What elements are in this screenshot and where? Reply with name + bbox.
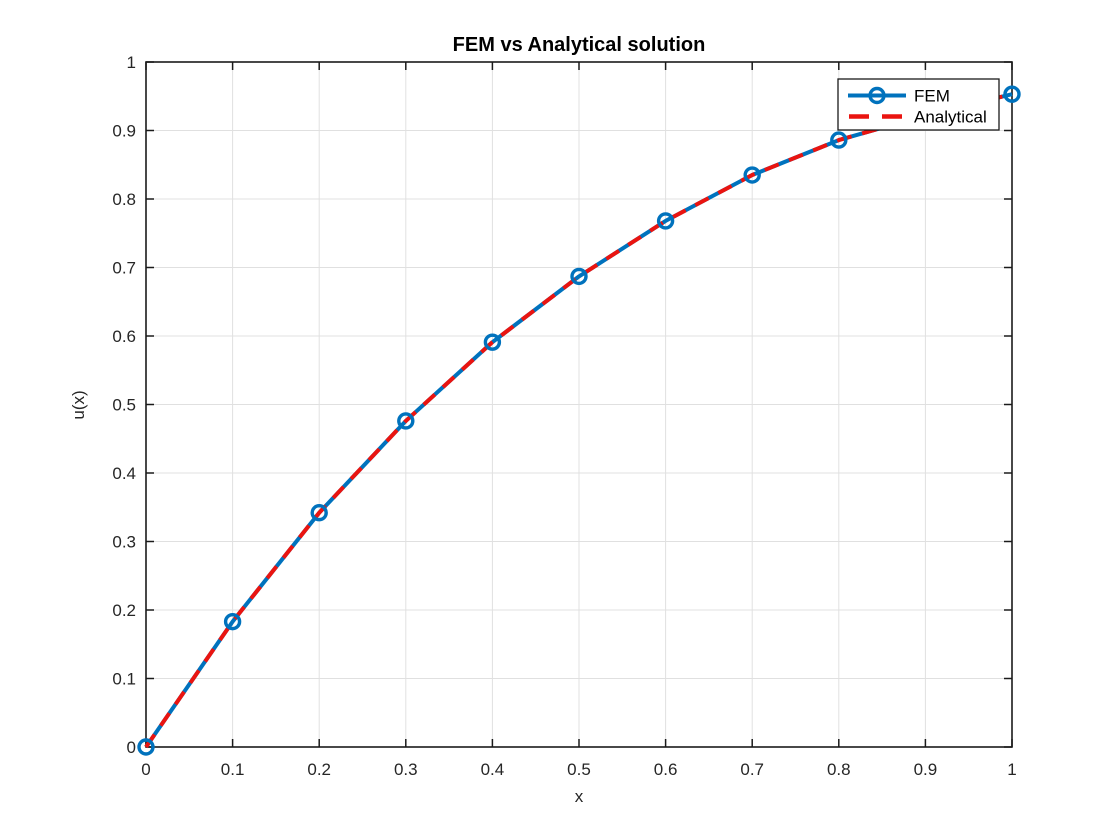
x-tick-label: 0.1 xyxy=(221,760,245,779)
fem-data-point-marker xyxy=(310,504,328,522)
y-tick-label: 0.3 xyxy=(112,533,136,552)
legend-fem-marker-sample xyxy=(868,86,886,105)
x-axis-label: x xyxy=(575,787,584,806)
y-axis-label: u(x) xyxy=(69,390,88,419)
x-tick-labels: 0 0.1 0.2 0.3 0.4 0.5 0.6 0.7 0.8 0.9 1 xyxy=(141,760,1016,779)
legend: FEM Analytical xyxy=(837,78,1000,131)
y-tick-label: 0.5 xyxy=(112,396,136,415)
x-tick-label: 0.7 xyxy=(740,760,764,779)
y-tick-label: 0.7 xyxy=(112,259,136,278)
y-tick-label: 0.1 xyxy=(112,670,136,689)
y-tick-label: 0.8 xyxy=(112,190,136,209)
fem-data-point-marker xyxy=(1003,85,1021,103)
legend-label-fem: FEM xyxy=(914,87,950,106)
legend-label-analytical: Analytical xyxy=(914,108,987,127)
y-tick-label: 0.6 xyxy=(112,327,136,346)
analytical-line xyxy=(144,92,1013,749)
y-tick-label: 0.2 xyxy=(112,601,136,620)
x-tick-label: 0 xyxy=(141,760,150,779)
fem-data-point-marker xyxy=(656,212,675,230)
fem-data-point-marker xyxy=(570,267,588,286)
series-lines xyxy=(137,85,1021,756)
x-tick-label: 0.6 xyxy=(654,760,678,779)
x-tick-label: 0.3 xyxy=(394,760,418,779)
x-tick-label: 0.2 xyxy=(307,760,331,779)
fem-data-point-marker xyxy=(397,412,415,430)
y-tick-labels: 0 0.1 0.2 0.3 0.4 0.5 0.6 0.7 0.8 0.9 1 xyxy=(112,53,136,757)
x-tick-label: 1 xyxy=(1007,760,1016,779)
y-tick-label: 0 xyxy=(127,738,136,757)
x-tick-label: 0.5 xyxy=(567,760,591,779)
chart-title: FEM vs Analytical solution xyxy=(453,34,706,56)
legend-box xyxy=(837,78,1000,131)
fem-data-point-marker xyxy=(830,131,848,149)
x-tick-label: 0.8 xyxy=(827,760,851,779)
fem-data-point-marker xyxy=(137,738,155,756)
x-tick-label: 0.4 xyxy=(481,760,505,779)
y-tick-label: 0.9 xyxy=(112,122,136,141)
fem-data-point-marker xyxy=(483,333,502,351)
y-tick-label: 0.4 xyxy=(112,464,136,483)
grid xyxy=(145,61,1013,748)
fem-data-point-marker xyxy=(743,166,761,184)
axis-ticks xyxy=(145,61,1013,748)
y-tick-label: 1 xyxy=(127,53,136,72)
fem-data-point-marker xyxy=(223,612,242,631)
x-tick-label: 0.9 xyxy=(914,760,938,779)
